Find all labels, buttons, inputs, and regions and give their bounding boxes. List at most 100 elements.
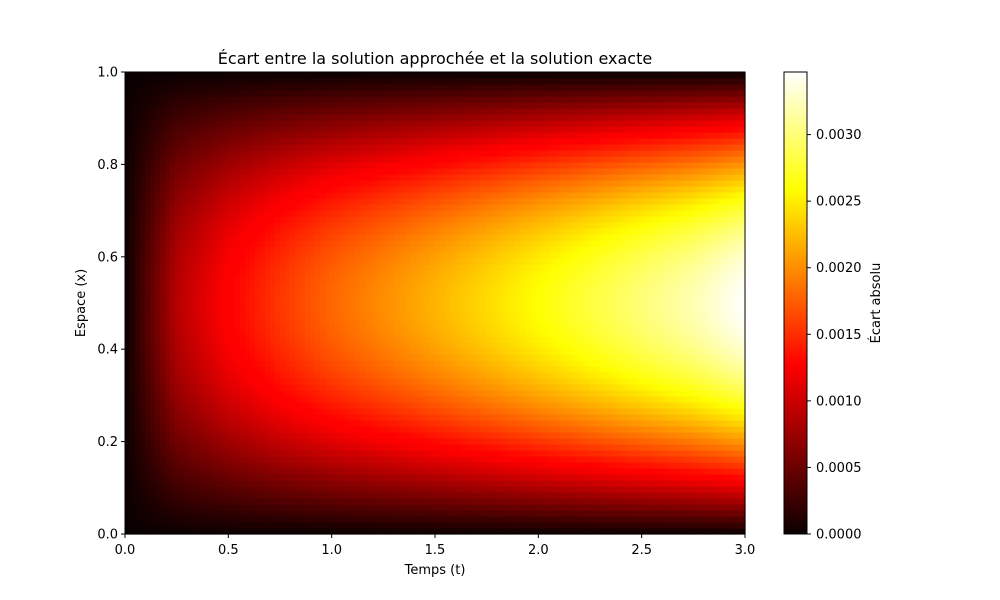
heatmap-cell [310, 264, 316, 271]
heatmap-cell [435, 528, 441, 535]
heatmap-cell [425, 342, 431, 349]
heatmap-cell [400, 270, 406, 277]
heatmap-cell [290, 474, 296, 481]
heatmap-cell [125, 360, 131, 367]
heatmap-cell [180, 486, 186, 493]
heatmap-cell [270, 336, 276, 343]
heatmap-cell [190, 78, 196, 85]
heatmap-cell [360, 480, 366, 487]
heatmap-cell [190, 384, 196, 391]
heatmap-cell [190, 108, 196, 115]
heatmap-cell [260, 528, 266, 535]
heatmap-cell [200, 456, 206, 463]
heatmap-cell [400, 510, 406, 517]
heatmap-cell [290, 300, 296, 307]
heatmap-cell [400, 330, 406, 337]
heatmap-cell [360, 90, 366, 97]
heatmap-cell [240, 78, 246, 85]
heatmap-cell [250, 516, 256, 523]
heatmap-cell [150, 444, 156, 451]
heatmap-cell [175, 84, 181, 91]
heatmap-cell [365, 504, 371, 511]
heatmap-cell [325, 276, 331, 283]
heatmap-cell [355, 204, 361, 211]
heatmap-cell [295, 384, 301, 391]
heatmap-cell [210, 360, 216, 367]
heatmap-cell [300, 522, 306, 529]
heatmap-cell [315, 390, 321, 397]
heatmap-cell [170, 486, 176, 493]
heatmap-cell [390, 138, 396, 145]
heatmap-cell [175, 180, 181, 187]
heatmap-cell [410, 522, 416, 529]
heatmap-cell [170, 252, 176, 259]
heatmap-cell [295, 348, 301, 355]
heatmap-cell [275, 306, 281, 313]
heatmap-cell [345, 492, 351, 499]
heatmap-cell [415, 216, 421, 223]
heatmap-cell [440, 378, 446, 385]
heatmap-cell [345, 504, 351, 511]
heatmap-cell [345, 150, 351, 157]
heatmap-cell [160, 276, 166, 283]
heatmap-cell [145, 144, 151, 151]
heatmap-cell [205, 222, 211, 229]
heatmap-cell [215, 144, 221, 151]
heatmap-cell [245, 114, 251, 121]
heatmap-cell [270, 132, 276, 139]
heatmap-cell [300, 486, 306, 493]
heatmap-cell [415, 420, 421, 427]
heatmap-cell [260, 282, 266, 289]
heatmap-cell [440, 132, 446, 139]
heatmap-cell [420, 276, 426, 283]
heatmap-cell [315, 276, 321, 283]
heatmap-cell [240, 222, 246, 229]
heatmap-cell [335, 282, 341, 289]
heatmap-cell [155, 216, 161, 223]
heatmap-cell [320, 294, 326, 301]
heatmap-cell [345, 282, 351, 289]
heatmap-cell [130, 84, 136, 91]
heatmap-cell [395, 192, 401, 199]
heatmap-cell [290, 240, 296, 247]
heatmap-cell [205, 420, 211, 427]
heatmap-cell [350, 180, 356, 187]
heatmap-cell [170, 210, 176, 217]
heatmap-cell [260, 366, 266, 373]
heatmap-cell [250, 318, 256, 325]
heatmap-cell [445, 432, 451, 439]
heatmap-cell [445, 510, 451, 517]
heatmap-cell [420, 516, 426, 523]
heatmap-cell [290, 180, 296, 187]
heatmap-cell [200, 192, 206, 199]
heatmap-cell [245, 420, 251, 427]
heatmap-cell [345, 384, 351, 391]
heatmap-cell [305, 168, 311, 175]
heatmap-cell [435, 108, 441, 115]
heatmap-cell [220, 150, 226, 157]
heatmap-cell [385, 468, 391, 475]
heatmap-cell [195, 348, 201, 355]
heatmap-cell [385, 450, 391, 457]
heatmap-cell [160, 486, 166, 493]
heatmap-cell [230, 480, 236, 487]
heatmap-cell [405, 72, 411, 79]
heatmap-cell [335, 348, 341, 355]
heatmap-cell [180, 528, 186, 535]
heatmap-cell [140, 132, 146, 139]
heatmap-cell [440, 498, 446, 505]
heatmap-cell [235, 198, 241, 205]
heatmap-cell [280, 168, 286, 175]
heatmap-cell [395, 150, 401, 157]
heatmap-cell [155, 90, 161, 97]
heatmap-cell [135, 198, 141, 205]
heatmap-cell [175, 504, 181, 511]
heatmap-cell [275, 228, 281, 235]
heatmap-cell [400, 390, 406, 397]
heatmap-cell [170, 312, 176, 319]
heatmap-cell [355, 252, 361, 259]
heatmap-cell [405, 324, 411, 331]
heatmap-cell [180, 354, 186, 361]
heatmap-cell [220, 522, 226, 529]
heatmap-cell [360, 234, 366, 241]
